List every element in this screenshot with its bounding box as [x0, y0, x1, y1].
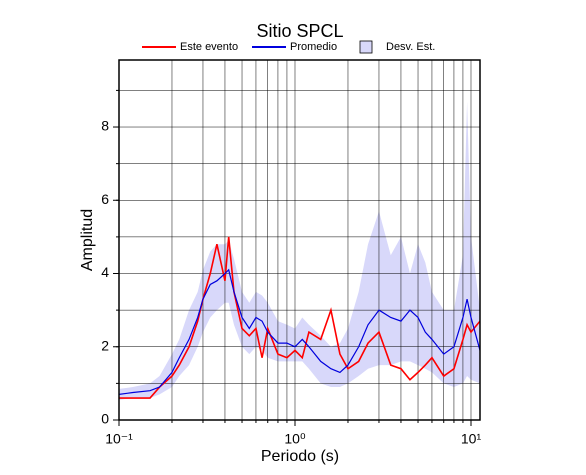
series-line [119, 268, 480, 395]
y-tick-label: 4 [101, 264, 109, 280]
x-tick-label: 10⁰ [284, 431, 306, 447]
x-axis-label: Periodo (s) [261, 448, 339, 465]
y-tick-label: 8 [101, 118, 109, 134]
y-axis-label: Amplitud [79, 209, 96, 271]
chart-title: Sitio SPCL [256, 21, 343, 41]
std-band [119, 101, 480, 400]
y-tick-label: 6 [101, 191, 109, 207]
plot-frame [118, 59, 481, 421]
series-line [119, 236, 480, 399]
legend-label: Promedio [290, 41, 337, 53]
y-tick-label: 2 [101, 337, 109, 353]
x-tick-label: 10¹ [461, 431, 482, 447]
legend-label: Este evento [180, 41, 238, 53]
x-tick-label: 10⁻¹ [105, 431, 133, 447]
legend-swatch [359, 40, 373, 54]
y-tick-label: 0 [101, 411, 109, 427]
legend-label: Desv. Est. [386, 41, 435, 53]
